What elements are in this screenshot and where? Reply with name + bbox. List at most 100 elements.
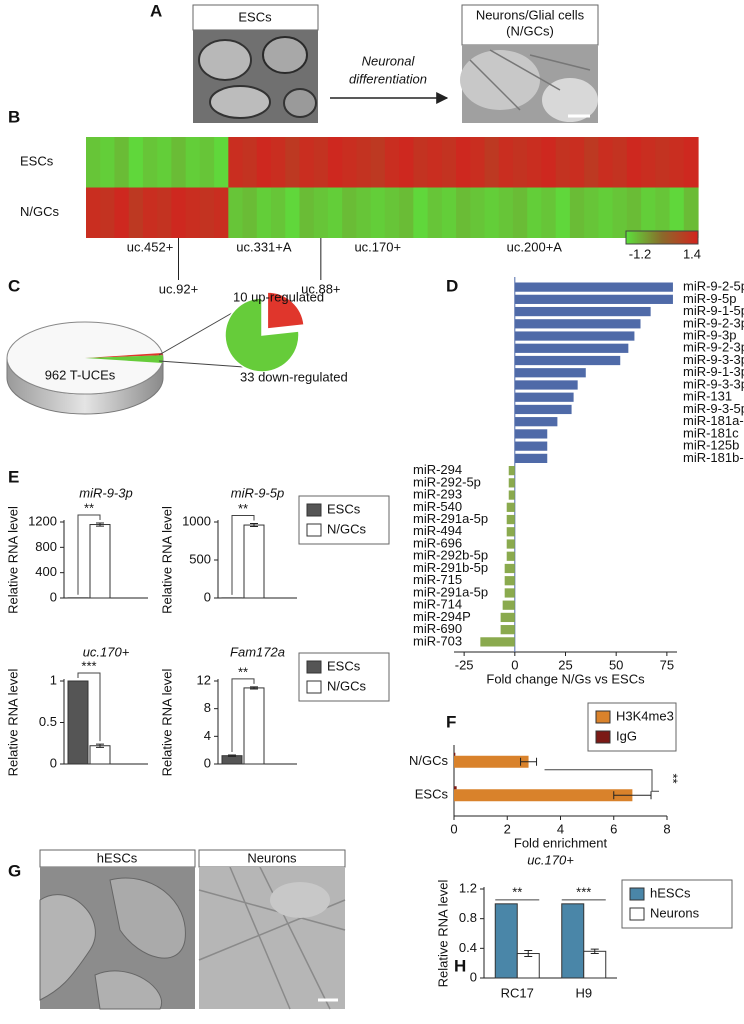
bar xyxy=(516,953,540,979)
bar xyxy=(502,600,515,610)
heatmap-cell xyxy=(484,187,500,238)
heatmap-cell xyxy=(541,137,557,188)
heatmap-cell xyxy=(171,137,187,188)
heatmap-cell xyxy=(584,187,599,238)
bar-label: miR-131 xyxy=(683,389,732,404)
column-label: uc.92+ xyxy=(159,281,198,296)
bar-label: miR-690 xyxy=(413,621,462,636)
bar-label: miR-9-3-3p xyxy=(683,352,744,367)
chart-title: uc.170+ xyxy=(83,644,130,659)
heatmap-cell xyxy=(157,137,172,188)
heatmap-cell xyxy=(171,187,187,238)
bar-label: miR-294 xyxy=(413,462,462,477)
bar xyxy=(508,478,515,488)
bar xyxy=(454,789,633,802)
y-tick-label: 1.2 xyxy=(459,880,477,895)
heatmap-cell xyxy=(114,137,130,188)
connector xyxy=(158,360,245,368)
legend-label: IgG xyxy=(616,728,637,743)
image-caption: Neurons xyxy=(247,850,297,865)
heatmap-cell xyxy=(342,137,358,188)
arrow-label: differentiation xyxy=(349,71,427,86)
error-bar xyxy=(590,948,599,955)
pie-slice xyxy=(85,355,163,364)
chart-title: miR-9-3p xyxy=(79,485,132,500)
heatmap-cell xyxy=(271,187,286,238)
heatmap-cell xyxy=(541,187,557,238)
bar xyxy=(506,514,515,525)
y-tick-label: 500 xyxy=(189,551,211,566)
bar-label: miR-9-3-3p xyxy=(683,376,744,391)
significance: ** xyxy=(84,500,94,515)
bar-label: miR-9-2-3p xyxy=(683,340,744,355)
y-axis-label: Relative RNA level xyxy=(435,880,450,988)
bar xyxy=(221,755,243,765)
bar-label: miR-696 xyxy=(413,535,462,550)
error-bar xyxy=(96,743,104,748)
heatmap-cell xyxy=(114,187,130,238)
slice-label: 33 down-regulated xyxy=(240,369,348,384)
bar xyxy=(506,527,515,537)
heatmap-cell xyxy=(228,187,244,238)
x-tick-label: 0 xyxy=(450,821,457,836)
bar xyxy=(504,576,515,586)
heatmap-cell xyxy=(356,137,372,188)
y-tick-label: 0.8 xyxy=(459,910,477,925)
legend-label: N/GCs xyxy=(327,678,367,693)
bar xyxy=(500,625,515,635)
bar-label: miR-540 xyxy=(413,499,462,514)
heatmap-cell xyxy=(669,187,685,238)
legend-label: Neurons xyxy=(650,905,700,920)
bar xyxy=(243,687,265,765)
heatmap-cell xyxy=(641,187,656,238)
heatmap-cell xyxy=(256,187,272,238)
bar xyxy=(508,490,515,500)
heatmap-cell xyxy=(569,137,585,188)
error-bar xyxy=(613,791,652,800)
heatmap-cell xyxy=(271,137,286,188)
heatmap-cell xyxy=(413,137,429,188)
heatmap-cell xyxy=(498,137,514,188)
arrow-label: Neuronal xyxy=(362,53,416,68)
column-label: uc.170+ xyxy=(354,239,401,254)
bar xyxy=(506,539,515,549)
x-tick-label: 2 xyxy=(504,821,511,836)
bar-label: miR-293 xyxy=(413,487,462,502)
heatmap-cell xyxy=(427,187,443,238)
heatmap-cell xyxy=(199,137,215,188)
bar-label: miR-291a-5p xyxy=(413,584,488,599)
heatmap-cell xyxy=(584,137,599,188)
error-bar xyxy=(96,522,104,527)
significance-bracket xyxy=(77,672,101,742)
y-axis-label: Relative RNA level xyxy=(159,506,174,614)
heatmap-cell xyxy=(427,137,443,188)
chart-title: uc.170+ xyxy=(527,852,574,867)
heatmap-cell xyxy=(142,137,158,188)
error-bar xyxy=(250,686,258,690)
y-axis-label: Relative RNA level xyxy=(5,669,20,777)
bar xyxy=(514,306,651,317)
significance: ** xyxy=(238,664,248,679)
significance: ** xyxy=(512,884,522,899)
heatmap-cell xyxy=(299,137,315,188)
bar-label: miR-9-3p xyxy=(683,327,736,342)
error-bar xyxy=(228,754,236,757)
panel-label: D xyxy=(446,276,458,295)
bar xyxy=(514,441,548,451)
bar-label: miR-291a-5p xyxy=(413,511,488,526)
y-axis-label: Relative RNA level xyxy=(5,506,20,614)
bar-label: miR-294P xyxy=(413,609,471,624)
legend-swatch xyxy=(306,503,322,517)
bar xyxy=(480,637,515,647)
bar-label: miR-181a-5p xyxy=(683,413,744,428)
image-caption: hESCs xyxy=(97,850,138,865)
bar xyxy=(89,524,111,599)
legend-swatch xyxy=(595,710,611,724)
bar-label: miR-9-1-5p xyxy=(683,303,744,318)
legend-swatch xyxy=(306,523,322,537)
heatmap-cell xyxy=(683,137,699,188)
x-tick-label: -25 xyxy=(455,657,474,672)
bar-label: miR-292b-5p xyxy=(413,548,488,563)
y-tick-label: 0 xyxy=(470,969,477,984)
x-tick-label: 25 xyxy=(558,657,572,672)
